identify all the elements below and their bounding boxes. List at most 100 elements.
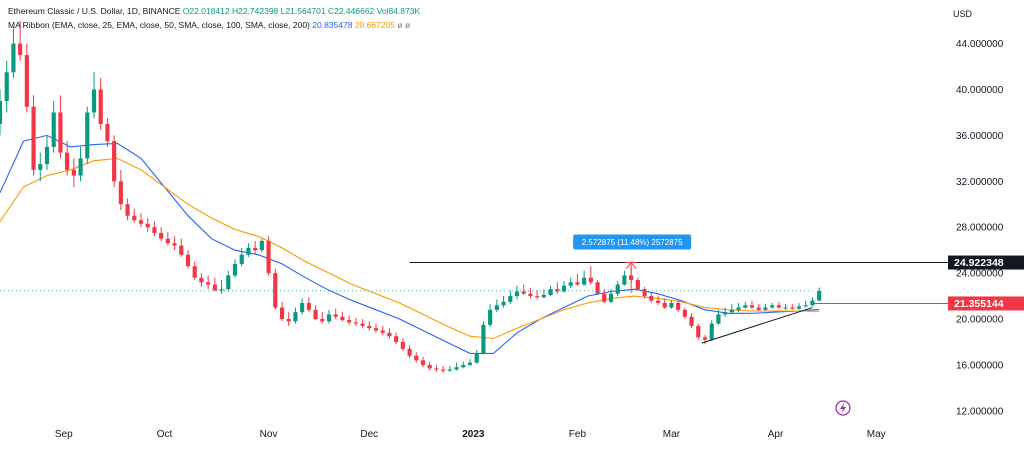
candle-body: [118, 181, 123, 205]
candle: [521, 284, 526, 295]
last-price-tag-box: [948, 296, 1024, 311]
x-tick-label: Apr: [768, 429, 784, 440]
candle: [347, 315, 352, 325]
candle: [729, 304, 734, 314]
candle: [24, 43, 29, 113]
candle: [125, 198, 130, 221]
candle-body: [367, 325, 372, 329]
candle: [65, 141, 70, 176]
candle: [749, 300, 755, 309]
candle: [51, 100, 56, 153]
candle-body: [702, 337, 708, 340]
candle: [105, 118, 110, 147]
y-tick-label: 32.000000: [956, 177, 1004, 188]
candle: [31, 95, 36, 176]
ma2-value: 20.667205: [354, 20, 396, 30]
resistance-price-tag[interactable]: 24.922348: [948, 255, 1024, 270]
candle-body: [817, 290, 822, 301]
candle-body: [803, 305, 808, 307]
candle-body: [105, 123, 110, 142]
legend-open: O22.018412: [182, 6, 230, 16]
candle: [407, 345, 412, 359]
candle: [655, 296, 661, 306]
resistance-price-tag-text: 24.922348: [954, 257, 1004, 269]
candle: [776, 301, 781, 309]
candle: [367, 321, 372, 331]
y-tick-label: 12.000000: [956, 406, 1004, 417]
y-tick-label: 44.000000: [956, 39, 1004, 50]
candle: [185, 250, 191, 269]
candle-body: [434, 368, 439, 370]
candle: [226, 270, 231, 292]
candle-body: [763, 307, 768, 310]
candle-body: [192, 266, 197, 278]
candle: [568, 277, 573, 289]
candle-body: [98, 89, 103, 124]
candle-body: [380, 330, 385, 333]
candle: [474, 350, 479, 364]
candle-body: [568, 282, 573, 286]
candle: [528, 288, 533, 299]
candle-body: [689, 316, 694, 326]
lightning-icon[interactable]: [835, 400, 851, 416]
candle: [441, 366, 446, 373]
candle-body: [736, 307, 741, 310]
candle-body: [38, 164, 43, 170]
candle: [4, 60, 9, 113]
candle: [159, 227, 164, 241]
candle: [85, 106, 90, 165]
candle-body: [360, 323, 365, 326]
candle-body: [226, 275, 231, 290]
x-tick-label: 2023: [462, 429, 485, 440]
candle: [232, 259, 238, 278]
candle-body: [0, 100, 3, 124]
candle: [279, 301, 285, 322]
candle-body: [85, 112, 90, 159]
last-price-tag[interactable]: 21.355144: [948, 296, 1024, 311]
legend-low: L21.564701: [280, 6, 326, 16]
legend-close: C22.446662: [327, 6, 375, 16]
candle-body: [608, 293, 614, 302]
candle-body: [790, 307, 795, 309]
candle-body: [776, 305, 781, 308]
candle-body: [676, 302, 681, 310]
candle: [414, 352, 419, 363]
candle: [783, 304, 788, 310]
candle-body: [4, 72, 9, 101]
candle-body: [528, 293, 533, 297]
y-tick-label: 16.000000: [956, 360, 1004, 371]
candle: [796, 302, 802, 310]
measure-label-box[interactable]: [573, 234, 692, 250]
candle: [0, 89, 3, 136]
candle-body: [447, 369, 452, 371]
candle-body: [770, 305, 775, 308]
x-tick-label: Nov: [260, 429, 278, 440]
currency-label[interactable]: USD: [953, 9, 973, 19]
candle-body: [474, 353, 479, 363]
candle-body: [488, 309, 493, 325]
candle: [541, 289, 546, 299]
candle: [18, 20, 23, 61]
candle: [340, 312, 345, 322]
candle: [300, 298, 305, 315]
trendline[interactable]: [701, 307, 813, 344]
candle-body: [71, 169, 76, 176]
x-tick-label: Oct: [157, 429, 173, 440]
candle-body: [548, 289, 553, 295]
candle-body: [11, 43, 16, 73]
candle-body: [669, 302, 674, 308]
candle-body: [353, 322, 358, 324]
candle: [702, 335, 708, 345]
candle-body: [279, 307, 285, 320]
candle: [790, 304, 795, 310]
candle: [447, 366, 452, 372]
indicator-legend[interactable]: MA Ribbon (EMA, close, 25, EMA, close, 5…: [8, 20, 410, 31]
candle: [817, 287, 822, 302]
candle: [326, 309, 332, 324]
candle: [219, 280, 224, 294]
candle-body: [293, 312, 298, 322]
candle: [380, 325, 385, 336]
candle-body: [239, 254, 244, 264]
